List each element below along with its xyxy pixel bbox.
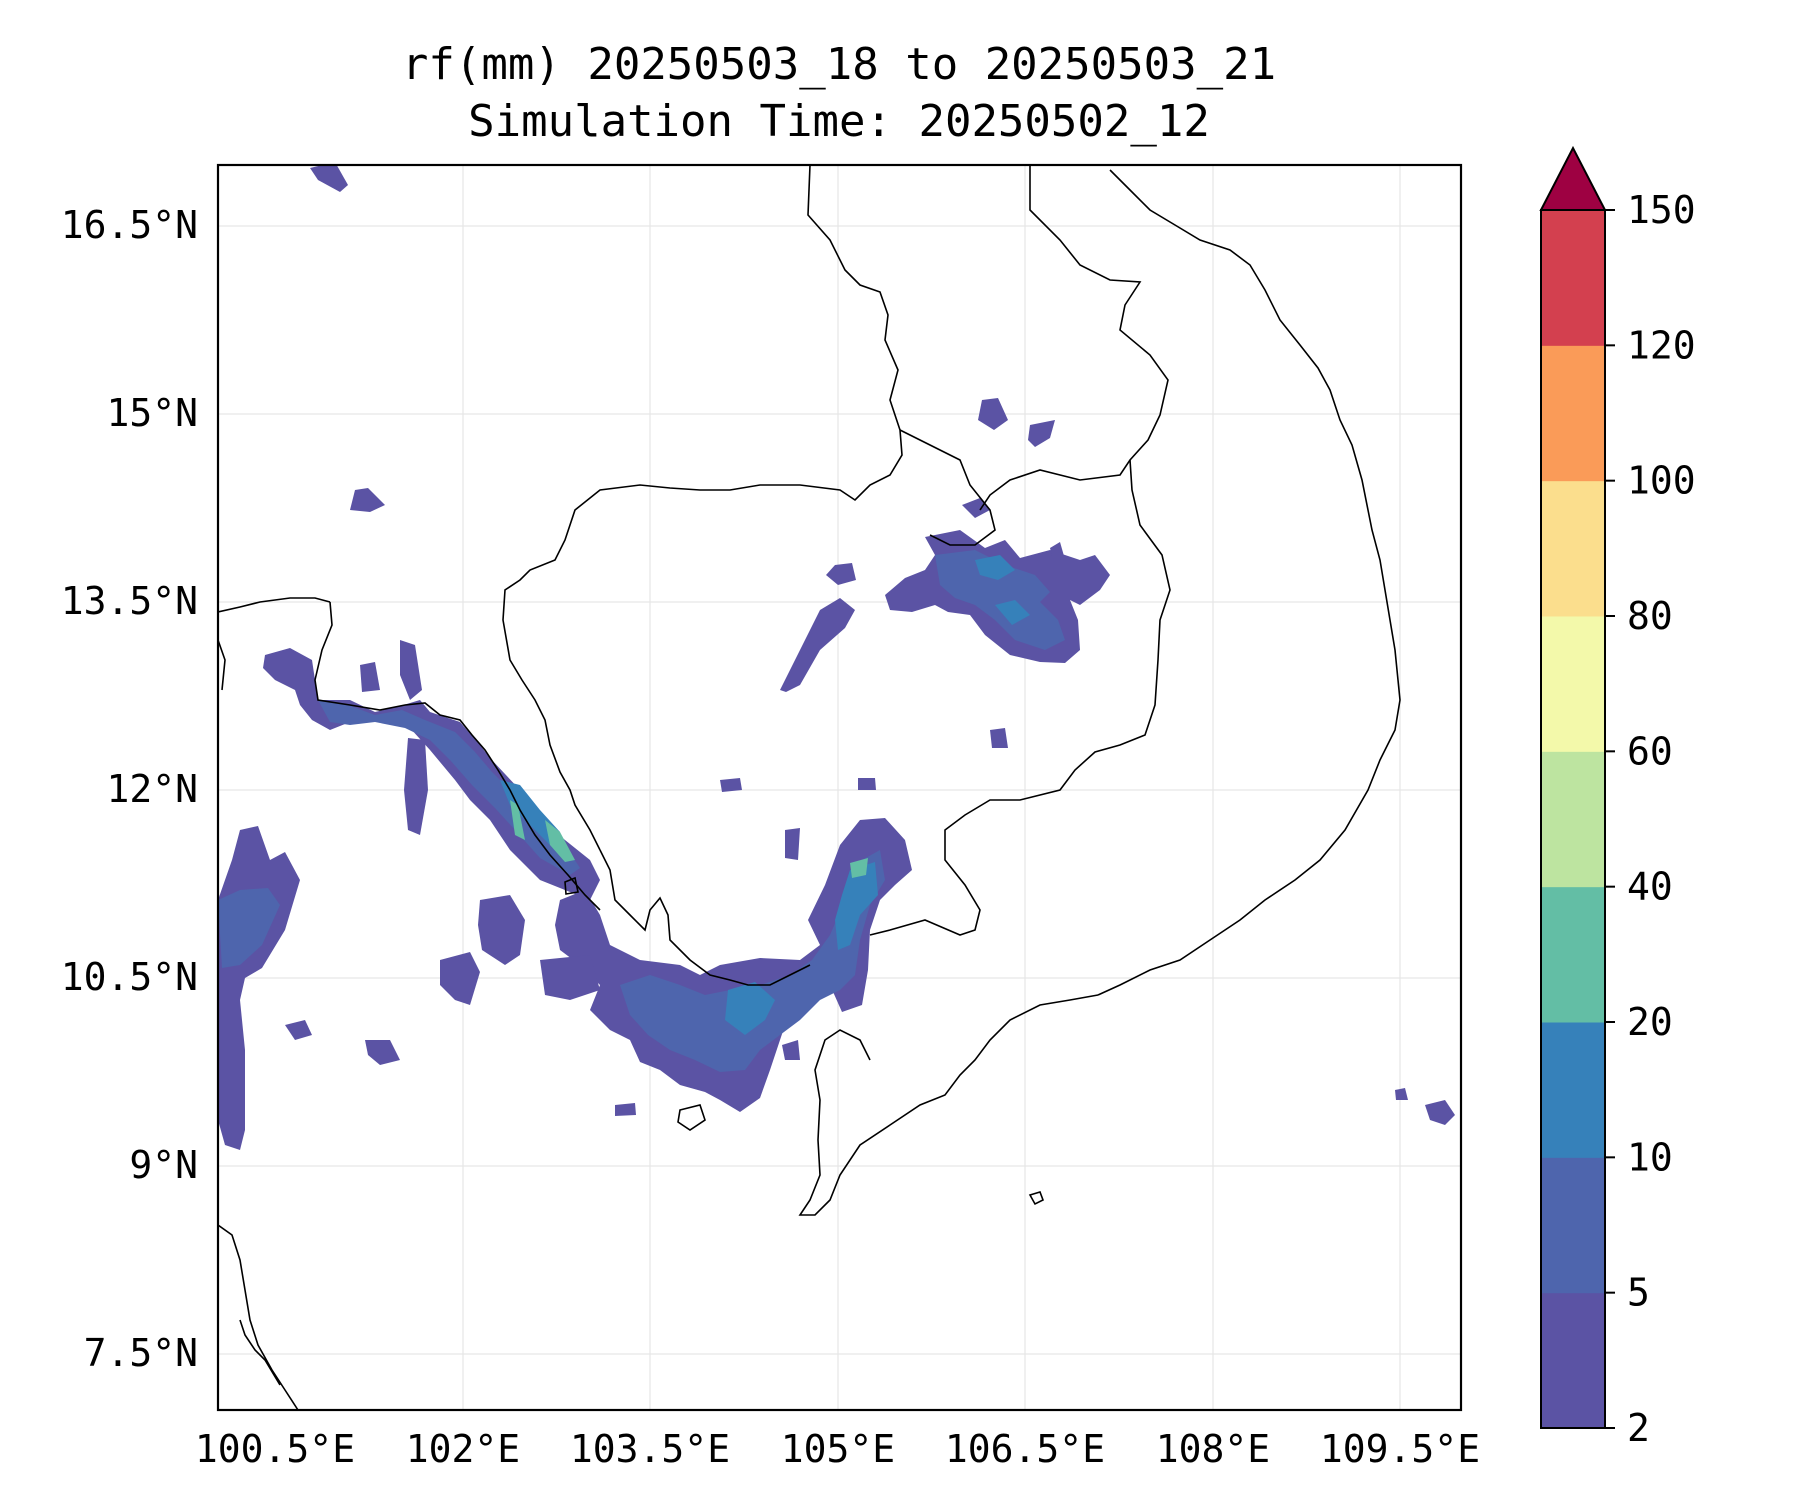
lat-tick-label: 16.5°N [61, 203, 198, 247]
rain-area-ne-cambodia-5 [935, 550, 1065, 650]
malay-peninsula-coast-2 [218, 639, 226, 691]
map-frame [216, 163, 1463, 1412]
rain-area-ne-small6 [962, 498, 990, 518]
rain-area-ne-cambodia-10b [995, 600, 1030, 625]
colorbar-tick-label: 20 [1627, 1000, 1673, 1044]
colorbar-extend-arrow [1539, 145, 1607, 211]
lon-tick-label: 106.5°E [945, 1427, 1105, 1471]
thailand-cambodia-border [502, 165, 903, 851]
colorbar-tick-label: 150 [1627, 188, 1696, 232]
rain-area-thai-small1 [350, 488, 385, 512]
colorbar-tick-label: 100 [1627, 459, 1696, 503]
colorbar-segment [1541, 345, 1605, 482]
rain-area-ne-small3 [826, 563, 856, 585]
rain-area-thai-small4 [404, 738, 428, 835]
colorbar-outline [1540, 209, 1606, 1429]
colorbar-segment [1541, 751, 1605, 888]
rain-area-ne-small4 [780, 598, 855, 692]
lon-axis: 100.5°E 102°E 103.5°E 105°E 106.5°E 108°… [195, 1427, 1480, 1471]
rain-area-ne-small2 [1028, 420, 1055, 447]
rain-area-coast-small2 [478, 895, 525, 965]
thai-south-coast [239, 1319, 281, 1386]
malay-peninsula-coast [218, 1224, 299, 1410]
lat-axis: 16.5°N 15°N 13.5°N 12°N 10.5°N 9°N 7.5°N [61, 203, 198, 1375]
colorbar-segment [1541, 480, 1605, 617]
thai-east-coast [218, 597, 331, 613]
rain-area-ne-cambodia-10 [975, 555, 1015, 580]
colorbar-segment [1541, 1022, 1605, 1158]
rain-area-coast-small5 [365, 1040, 400, 1065]
colorbar-tick-label: 40 [1627, 865, 1673, 909]
lat-tick-label: 12°N [106, 767, 198, 811]
coastlines-borders [218, 165, 1401, 1410]
map-gridlines [218, 165, 1461, 1410]
rain-area-coast-small3 [540, 955, 600, 1000]
rain-area-south-small1 [782, 1040, 800, 1060]
lat-tick-label: 7.5°N [84, 1331, 198, 1375]
colorbar-tick-label: 10 [1627, 1135, 1673, 1179]
colorbar-tick-label: 5 [1627, 1271, 1650, 1315]
rainfall-contours [218, 165, 1455, 1150]
vietnam-east-coast [1097, 169, 1401, 996]
rain-area-gulf-coast-20 [510, 800, 525, 840]
rain-area-gulf-coast-20b [545, 820, 575, 862]
rain-area-thai-small2 [360, 662, 380, 692]
gulf-coast-cambodia [599, 849, 811, 986]
rain-area-south-cambodia-10 [835, 862, 878, 950]
map-panel: 16.5°N 15°N 13.5°N 12°N 10.5°N 9°N 7.5°N… [61, 163, 1480, 1471]
rain-area-south-cambodia [555, 818, 912, 1112]
rain-area-south-small3 [858, 778, 876, 790]
colorbar-tick-label: 120 [1627, 323, 1696, 367]
thai-gulf-coast [314, 601, 601, 911]
rain-area-gulf-coast-10 [500, 780, 560, 845]
lat-tick-label: 13.5°N [61, 579, 198, 623]
lat-tick-label: 15°N [106, 391, 198, 435]
rain-area-south-small2 [720, 778, 742, 792]
colorbar-tick-label: 80 [1627, 594, 1673, 638]
con-dao-island [1028, 1191, 1045, 1206]
colorbar-segment [1541, 1157, 1605, 1294]
colorbar-segment [1541, 886, 1605, 1023]
colorbar-tick-label: 60 [1627, 729, 1673, 773]
colorbar-segment [1541, 1292, 1605, 1429]
rain-area-south-cambodia-20 [850, 858, 868, 878]
rain-area-west-edge [218, 826, 300, 1150]
rain-area-ne-small7 [1050, 542, 1064, 556]
lon-tick-label: 100.5°E [195, 1427, 355, 1471]
cambodia-vietnam-border [869, 459, 1171, 936]
rain-area-west-edge-5 [218, 888, 280, 968]
lon-tick-label: 105°E [781, 1427, 895, 1471]
rain-area-south-cambodia-10b [725, 982, 775, 1035]
laos-vietnam-border [979, 165, 1169, 511]
koh-rong-island [564, 876, 579, 895]
lon-tick-label: 103.5°E [570, 1427, 730, 1471]
rain-area-coast-small6 [615, 1103, 636, 1116]
lon-tick-label: 102°E [406, 1427, 520, 1471]
lon-tick-label: 109.5°E [1320, 1427, 1480, 1471]
colorbar: 2 5 10 20 40 60 80 100 120 150 [1539, 145, 1696, 1450]
rain-area-east-sea1 [1425, 1100, 1455, 1125]
figure-title-line2: Simulation Time: 20250502_12 [468, 96, 1210, 147]
rain-area-coast-small1 [440, 952, 480, 1005]
figure-title-line1: rf(mm) 20250503_18 to 20250503_21 [402, 39, 1276, 90]
lat-tick-label: 10.5°N [61, 955, 198, 999]
laos-cambodia-border [899, 429, 996, 546]
lat-tick-label: 9°N [129, 1143, 198, 1187]
colorbar-segment [1541, 616, 1605, 752]
rain-area-thai-small3 [400, 640, 422, 700]
rain-area-gulf-coast-5 [318, 700, 580, 875]
rain-area-ne-small5 [990, 728, 1008, 748]
rain-area-ne-small1 [978, 398, 1008, 430]
rain-area-south-small4 [785, 828, 800, 860]
mekong-delta-coast [798, 994, 1099, 1216]
rain-area-thai-small5 [310, 165, 348, 192]
lon-tick-label: 108°E [1156, 1427, 1270, 1471]
rain-area-east-sea2 [1395, 1088, 1408, 1100]
phu-quoc-island [677, 1104, 706, 1131]
rain-area-coast-small4 [285, 1020, 312, 1040]
colorbar-tick-label: 2 [1627, 1406, 1650, 1450]
colorbar-segment [1541, 210, 1605, 346]
rain-area-south-cambodia-5 [620, 850, 885, 1072]
